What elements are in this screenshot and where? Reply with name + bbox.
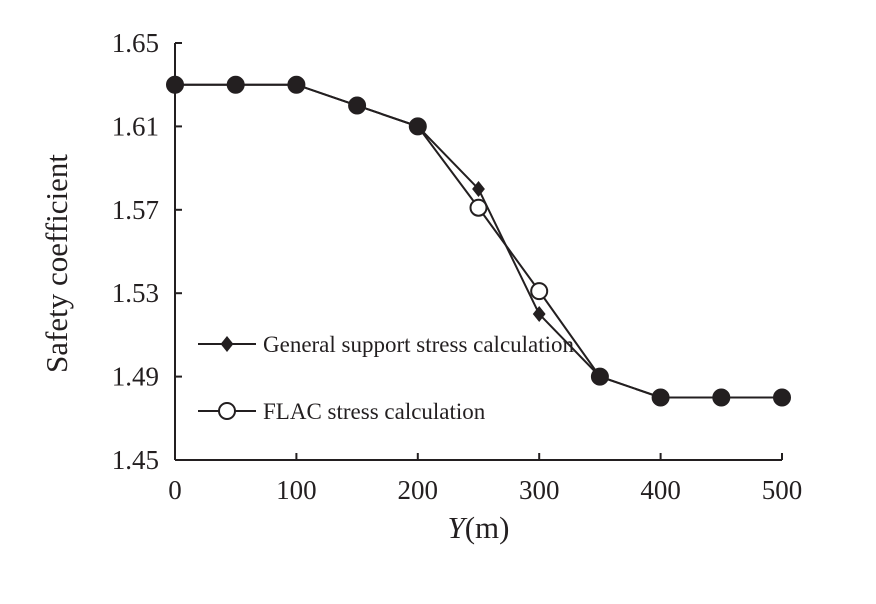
legend: General support stress calculation FLAC … [198,332,575,424]
y-tick-label: 1.45 [112,445,159,475]
y-tick-label: 1.61 [112,111,159,141]
legend-label-flac: FLAC stress calculation [263,399,486,424]
y-tick-label: 1.53 [112,278,159,308]
data-point-flac [287,75,306,94]
legend-marker-diamond [220,336,234,352]
x-tick-label: 100 [276,475,317,505]
x-tick-label: 500 [762,475,803,505]
x-tick-label: 300 [519,475,560,505]
y-axis-title: Safety coefficient [39,154,74,373]
data-point-flac [530,282,549,301]
x-tick-label: 400 [640,475,681,505]
legend-item-general-support: General support stress calculation [198,332,575,357]
data-point-flac [166,75,184,94]
data-point-general-support [532,306,546,323]
x-tick-label: 200 [398,475,439,505]
x-axis-title-variable: Y [447,510,467,545]
y-ticks: 1.45 1.49 1.53 1.57 1.61 1.65 [112,28,182,475]
data-point-flac [408,117,427,136]
axes [174,43,782,461]
y-tick-label: 1.57 [112,195,159,225]
data-point-flac [712,388,731,407]
data-point-flac [651,388,670,407]
y-tick-label: 1.65 [112,28,159,58]
data-point-flac [226,75,245,94]
x-axis-title-unit: (m) [465,510,510,545]
y-tick-label: 1.49 [112,362,159,392]
data-point-flac [348,96,367,115]
legend-label-general-support: General support stress calculation [263,332,575,357]
x-axis-title: Y(m) [447,510,509,545]
x-tick-label: 0 [168,475,182,505]
data-point-flac [469,198,488,217]
series-layer [166,75,791,407]
legend-marker-circle [218,402,236,420]
legend-item-flac: FLAC stress calculation [198,399,486,424]
x-ticks: 0 100 200 300 400 500 [168,453,802,505]
data-point-general-support [472,180,485,197]
data-point-flac [773,388,791,407]
data-point-flac [590,367,609,386]
